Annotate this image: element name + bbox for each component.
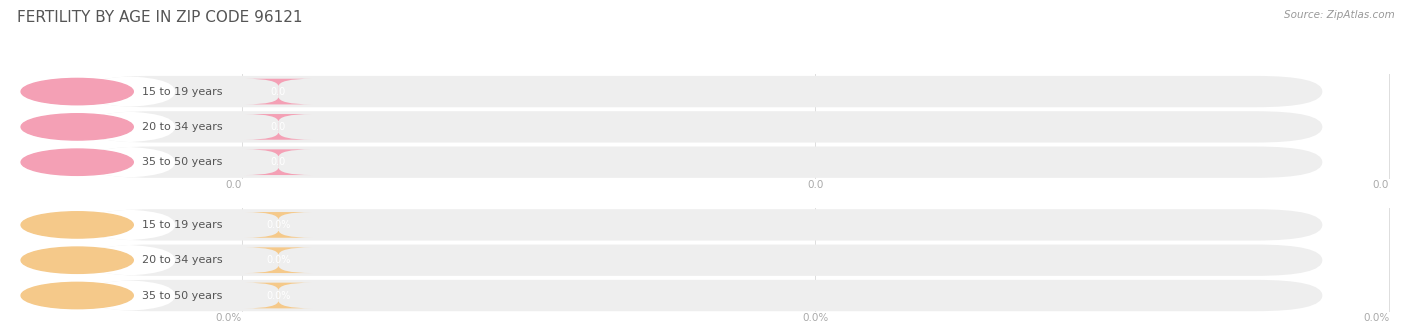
FancyBboxPatch shape (84, 245, 174, 276)
FancyBboxPatch shape (84, 76, 1323, 107)
FancyBboxPatch shape (245, 114, 312, 140)
Text: 0.0%: 0.0% (266, 290, 291, 301)
Text: 15 to 19 years: 15 to 19 years (142, 220, 222, 230)
FancyBboxPatch shape (84, 280, 174, 311)
FancyBboxPatch shape (245, 283, 312, 308)
Text: 0.0: 0.0 (271, 157, 285, 167)
Text: 0.0%: 0.0% (803, 313, 828, 323)
Text: 0.0: 0.0 (271, 86, 285, 97)
Text: 0.0: 0.0 (807, 180, 824, 189)
FancyBboxPatch shape (245, 212, 312, 238)
Text: 20 to 34 years: 20 to 34 years (142, 255, 222, 265)
Circle shape (21, 114, 134, 140)
Circle shape (21, 212, 134, 238)
Text: Source: ZipAtlas.com: Source: ZipAtlas.com (1284, 10, 1395, 20)
FancyBboxPatch shape (84, 147, 1323, 178)
FancyBboxPatch shape (84, 147, 174, 178)
FancyBboxPatch shape (84, 280, 1323, 311)
Text: 20 to 34 years: 20 to 34 years (142, 122, 222, 132)
Text: 15 to 19 years: 15 to 19 years (142, 86, 222, 97)
Circle shape (21, 149, 134, 175)
FancyBboxPatch shape (84, 111, 174, 143)
Circle shape (21, 79, 134, 105)
Text: 0.0%: 0.0% (1362, 313, 1389, 323)
FancyBboxPatch shape (245, 248, 312, 273)
FancyBboxPatch shape (84, 111, 1323, 143)
Text: 35 to 50 years: 35 to 50 years (142, 157, 222, 167)
FancyBboxPatch shape (84, 209, 1323, 241)
Text: 35 to 50 years: 35 to 50 years (142, 290, 222, 301)
FancyBboxPatch shape (84, 76, 174, 107)
FancyBboxPatch shape (245, 79, 312, 104)
Text: 0.0: 0.0 (271, 122, 285, 132)
Text: 0.0: 0.0 (225, 180, 242, 189)
Circle shape (21, 282, 134, 309)
Text: 0.0%: 0.0% (215, 313, 242, 323)
Text: 0.0: 0.0 (1372, 180, 1389, 189)
Text: 0.0%: 0.0% (266, 255, 291, 265)
FancyBboxPatch shape (84, 245, 1323, 276)
FancyBboxPatch shape (84, 209, 174, 241)
Text: 0.0%: 0.0% (266, 220, 291, 230)
FancyBboxPatch shape (245, 149, 312, 175)
Text: FERTILITY BY AGE IN ZIP CODE 96121: FERTILITY BY AGE IN ZIP CODE 96121 (17, 10, 302, 25)
Circle shape (21, 247, 134, 273)
